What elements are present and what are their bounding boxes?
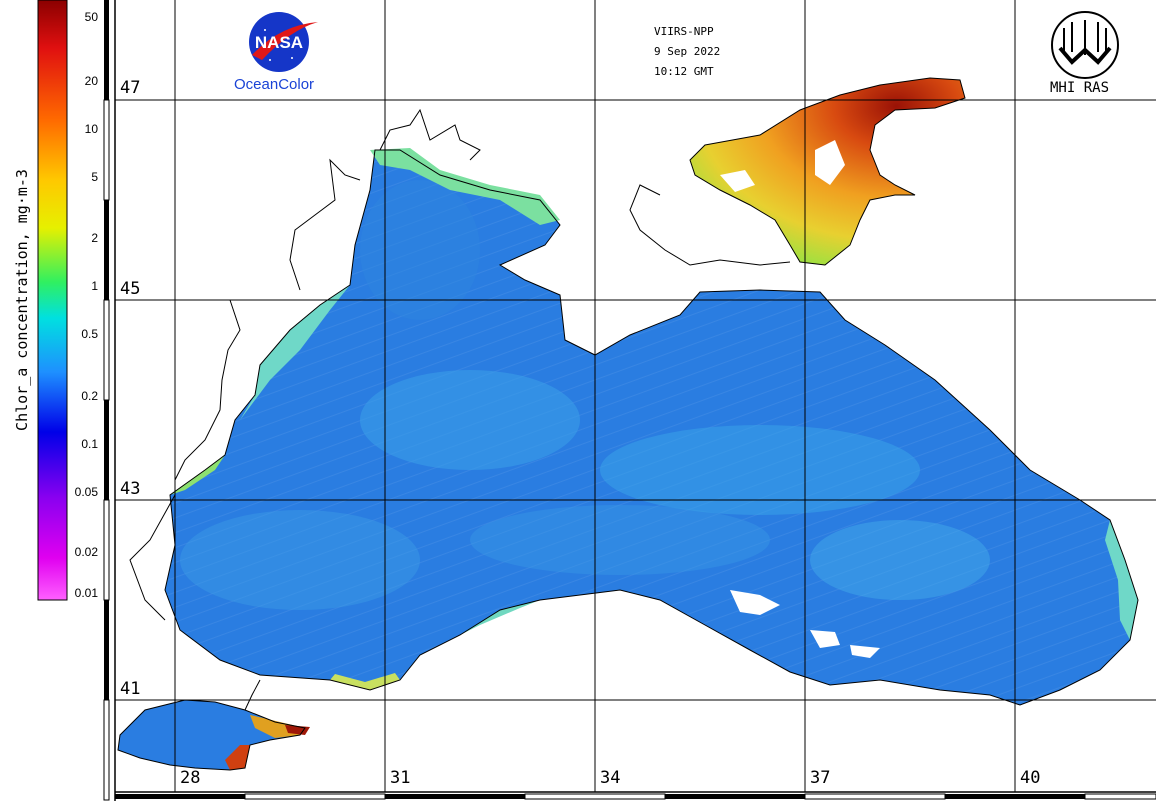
lat-label-47: 47 xyxy=(120,78,141,98)
coastlines xyxy=(117,77,1139,771)
colorbar-tick: 20 xyxy=(84,74,98,88)
left-scale-bar xyxy=(103,0,116,801)
mhi-ras-logo xyxy=(1051,11,1119,79)
lon-label-28: 28 xyxy=(180,768,201,788)
colorbar-tick: 0.05 xyxy=(74,485,98,499)
lat-label-41: 41 xyxy=(120,679,141,699)
satellite-name: VIIRS-NPP xyxy=(654,25,714,38)
colorbar-tick: 50 xyxy=(84,10,98,24)
colorbar-tick: 0.5 xyxy=(81,327,98,341)
nasa-logo: NASA xyxy=(249,12,318,72)
colorbar xyxy=(37,0,68,601)
lat-label-43: 43 xyxy=(120,479,141,499)
mhi-ras-caption: MHI RAS xyxy=(1050,80,1110,96)
acquisition-time: 10:12 GMT xyxy=(654,65,714,78)
black-sea xyxy=(165,148,1138,705)
lon-label-37: 37 xyxy=(810,768,831,788)
colorbar-tick: 2 xyxy=(91,231,98,245)
nasa-emblem-text: NASA xyxy=(255,33,303,52)
colorbar-tick: 0.02 xyxy=(74,545,98,559)
colorbar-tick: 1 xyxy=(91,279,98,293)
sea-of-azov xyxy=(690,78,965,265)
colorbar-tick: 0.2 xyxy=(81,389,98,403)
acquisition-date: 9 Sep 2022 xyxy=(654,45,721,58)
sea-of-marmara xyxy=(118,700,310,770)
oceancolor-caption: OceanColor xyxy=(234,76,315,93)
lat-label-45: 45 xyxy=(120,279,141,299)
colorbar-tick: 5 xyxy=(91,170,98,184)
lon-label-31: 31 xyxy=(390,768,411,788)
colorbar-tick: 0.1 xyxy=(81,437,98,451)
colorbar-title: Chlor_a concentration, mg·m-3 xyxy=(13,169,31,431)
bottom-scale-bar xyxy=(115,791,1156,800)
colorbar-tick: 10 xyxy=(84,122,98,136)
lon-label-34: 34 xyxy=(600,768,621,788)
lon-label-40: 40 xyxy=(1020,768,1041,788)
colorbar-tick: 0.01 xyxy=(74,586,98,600)
graticule xyxy=(115,0,1156,792)
